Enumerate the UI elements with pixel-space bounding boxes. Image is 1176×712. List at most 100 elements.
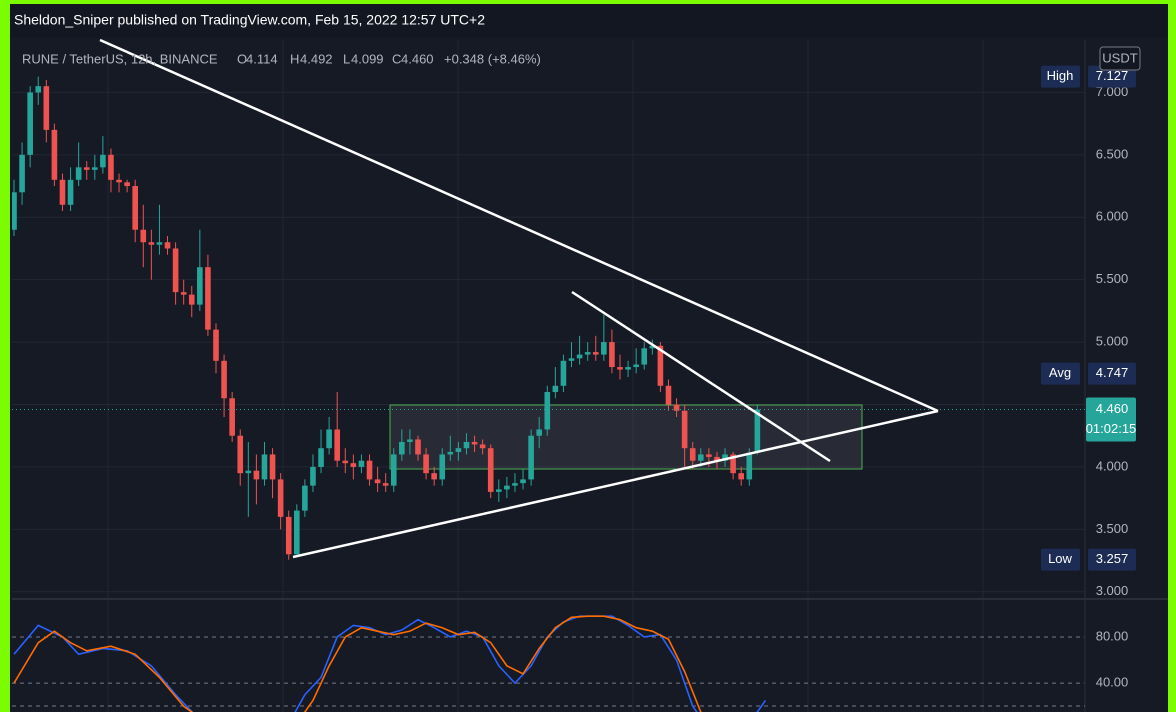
candle-body <box>116 179 122 183</box>
candle-body <box>302 485 308 511</box>
avg-price: 4.747 <box>1096 365 1129 380</box>
candle-body <box>681 410 688 449</box>
candle-body <box>229 398 235 436</box>
y-tick-label: 80.00 <box>1096 628 1129 643</box>
candle-body <box>689 448 696 461</box>
header-bar <box>10 4 1168 38</box>
y-tick-label: 5.500 <box>1096 271 1129 286</box>
publisher-header: Sheldon_Sniper published on TradingView.… <box>14 12 485 28</box>
candle-body <box>277 479 284 517</box>
candle-body <box>706 454 712 457</box>
candle-body <box>439 454 446 480</box>
candle-body <box>285 516 292 555</box>
candle-body <box>536 429 542 436</box>
candle-body <box>754 409 761 453</box>
candle-body <box>374 479 381 484</box>
candle-body <box>108 154 114 180</box>
candle-body <box>43 86 50 130</box>
candle-body <box>67 179 74 205</box>
candle-body <box>92 167 98 170</box>
y-tick-label: 3.500 <box>1096 521 1129 536</box>
candle-body <box>245 470 252 474</box>
candle-body <box>673 404 680 411</box>
symbol: RUNE / TetherUS, 12h, BINANCE <box>22 51 218 66</box>
candle-body <box>592 352 599 355</box>
high-tag-box <box>1041 65 1080 88</box>
candle-body <box>496 489 502 492</box>
legend-key: H <box>290 51 299 66</box>
high-tag: High <box>1047 68 1074 83</box>
last-price-box <box>1086 397 1136 442</box>
trendline <box>571 290 831 463</box>
candle-body <box>148 242 155 245</box>
candles <box>12 76 1085 560</box>
high-price: 7.127 <box>1096 68 1129 83</box>
candle-body <box>746 452 753 480</box>
candle-body <box>520 479 526 484</box>
candle-body <box>334 429 340 461</box>
candle-body <box>318 448 324 467</box>
candle-body <box>75 167 82 180</box>
candle-body <box>19 154 25 193</box>
currency: USDT <box>1102 50 1137 65</box>
legend-value: 4.099 <box>351 51 384 66</box>
candle-body <box>382 483 389 486</box>
candle-body <box>269 454 276 480</box>
candle-body <box>100 154 106 168</box>
candle-body <box>35 86 42 93</box>
legend-value: 4.114 <box>246 51 278 66</box>
avg-price-box <box>1088 362 1136 385</box>
last-price: 4.460 <box>1096 401 1129 416</box>
labels: 3.0003.5004.0004.5005.0005.5006.0006.500… <box>22 51 1136 689</box>
candle-body <box>576 354 583 359</box>
candle-body <box>390 454 397 486</box>
candle-body <box>625 367 631 370</box>
candle-body <box>342 460 349 464</box>
candle-body <box>504 485 510 490</box>
y-tick-label: 4.000 <box>1096 458 1129 473</box>
candle-body <box>609 342 615 368</box>
candle-body <box>197 267 203 305</box>
candle-body <box>584 352 591 355</box>
candle-body <box>463 441 470 449</box>
avg-tag-box <box>1041 362 1080 385</box>
low-price-box <box>1088 548 1136 571</box>
high-price-box <box>1088 65 1136 88</box>
candle-body <box>528 435 534 480</box>
candle-body <box>294 510 300 555</box>
y-tick-label: 7.000 <box>1096 84 1129 99</box>
legend-change: +0.348 (+8.46%) <box>444 51 541 66</box>
currency-box <box>1099 46 1141 71</box>
candle-body <box>180 292 187 295</box>
y-tick-label: 6.000 <box>1096 209 1129 224</box>
candle-body <box>407 439 413 442</box>
candle-body <box>124 182 130 187</box>
candle-body <box>164 242 171 249</box>
candle-body <box>51 129 58 180</box>
candle-body <box>399 441 405 455</box>
oscillator <box>13 615 767 712</box>
candle-body <box>665 385 672 405</box>
y-tick-label: 6.500 <box>1096 146 1129 161</box>
osc-line <box>13 615 702 712</box>
candle-body <box>722 454 728 461</box>
candle-body <box>512 483 518 486</box>
candle-body <box>423 454 429 474</box>
candle-body <box>415 439 421 455</box>
candle-body <box>617 367 623 370</box>
candle-body <box>59 179 66 205</box>
candle-body <box>544 392 551 430</box>
candle-body <box>568 358 575 361</box>
candle-body <box>552 385 559 393</box>
trendlines <box>99 38 939 559</box>
avg-tag: Avg <box>1049 365 1071 380</box>
candle-body <box>12 192 17 230</box>
candle-body <box>83 167 90 170</box>
low-tag: Low <box>1048 551 1072 566</box>
candle-body <box>156 242 163 245</box>
candle-body <box>213 329 219 361</box>
legend-value: 4.460 <box>401 51 434 66</box>
candle-body <box>140 229 147 243</box>
legend-value: 4.492 <box>300 51 333 66</box>
